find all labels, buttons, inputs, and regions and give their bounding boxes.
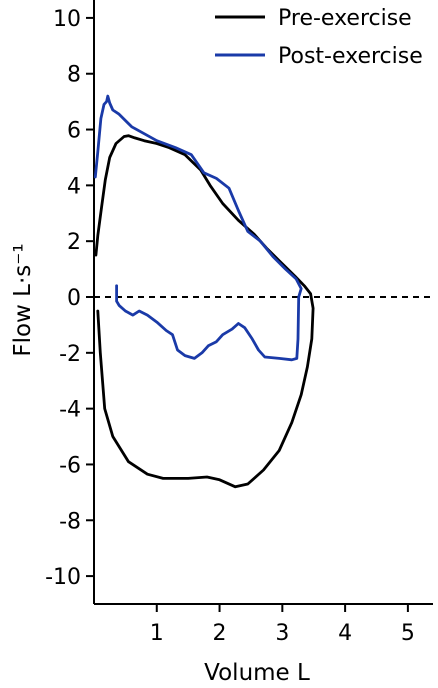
legend: Pre-exercise Post-exercise: [215, 6, 423, 69]
y-tick-label: -8: [59, 509, 81, 534]
y-tick-label: -6: [59, 453, 81, 478]
plot-area: [93, 0, 433, 605]
x-tick-label: 4: [338, 621, 352, 646]
y-axis-title: Flow L·s⁻¹: [10, 243, 36, 356]
y-tick-label: 0: [67, 286, 81, 311]
x-axis-ticks: 1 2 3 4 5: [150, 604, 415, 646]
x-axis-title: Volume L: [204, 660, 310, 686]
y-tick-label: -10: [45, 565, 81, 590]
x-tick-label: 2: [213, 621, 227, 646]
series-line-post-exercise: [93, 94, 303, 362]
series-line-pre-exercise: [94, 134, 315, 489]
legend-label: Pre-exercise: [278, 6, 412, 31]
y-tick-label: 6: [67, 119, 81, 144]
y-tick-label: 4: [67, 174, 81, 199]
legend-label: Post-exercise: [278, 44, 423, 69]
y-tick-label: 8: [67, 63, 81, 88]
x-tick-label: 3: [275, 621, 289, 646]
x-tick-label: 1: [150, 621, 164, 646]
y-tick-label: -2: [59, 342, 81, 367]
y-axis-ticks: 10 8 6 4 2 0 -2 -4 -6 -8 -10: [45, 7, 94, 590]
y-tick-label: -4: [59, 398, 81, 423]
y-tick-label: 2: [67, 230, 81, 255]
y-tick-label: 10: [53, 7, 81, 32]
x-tick-label: 5: [401, 621, 415, 646]
